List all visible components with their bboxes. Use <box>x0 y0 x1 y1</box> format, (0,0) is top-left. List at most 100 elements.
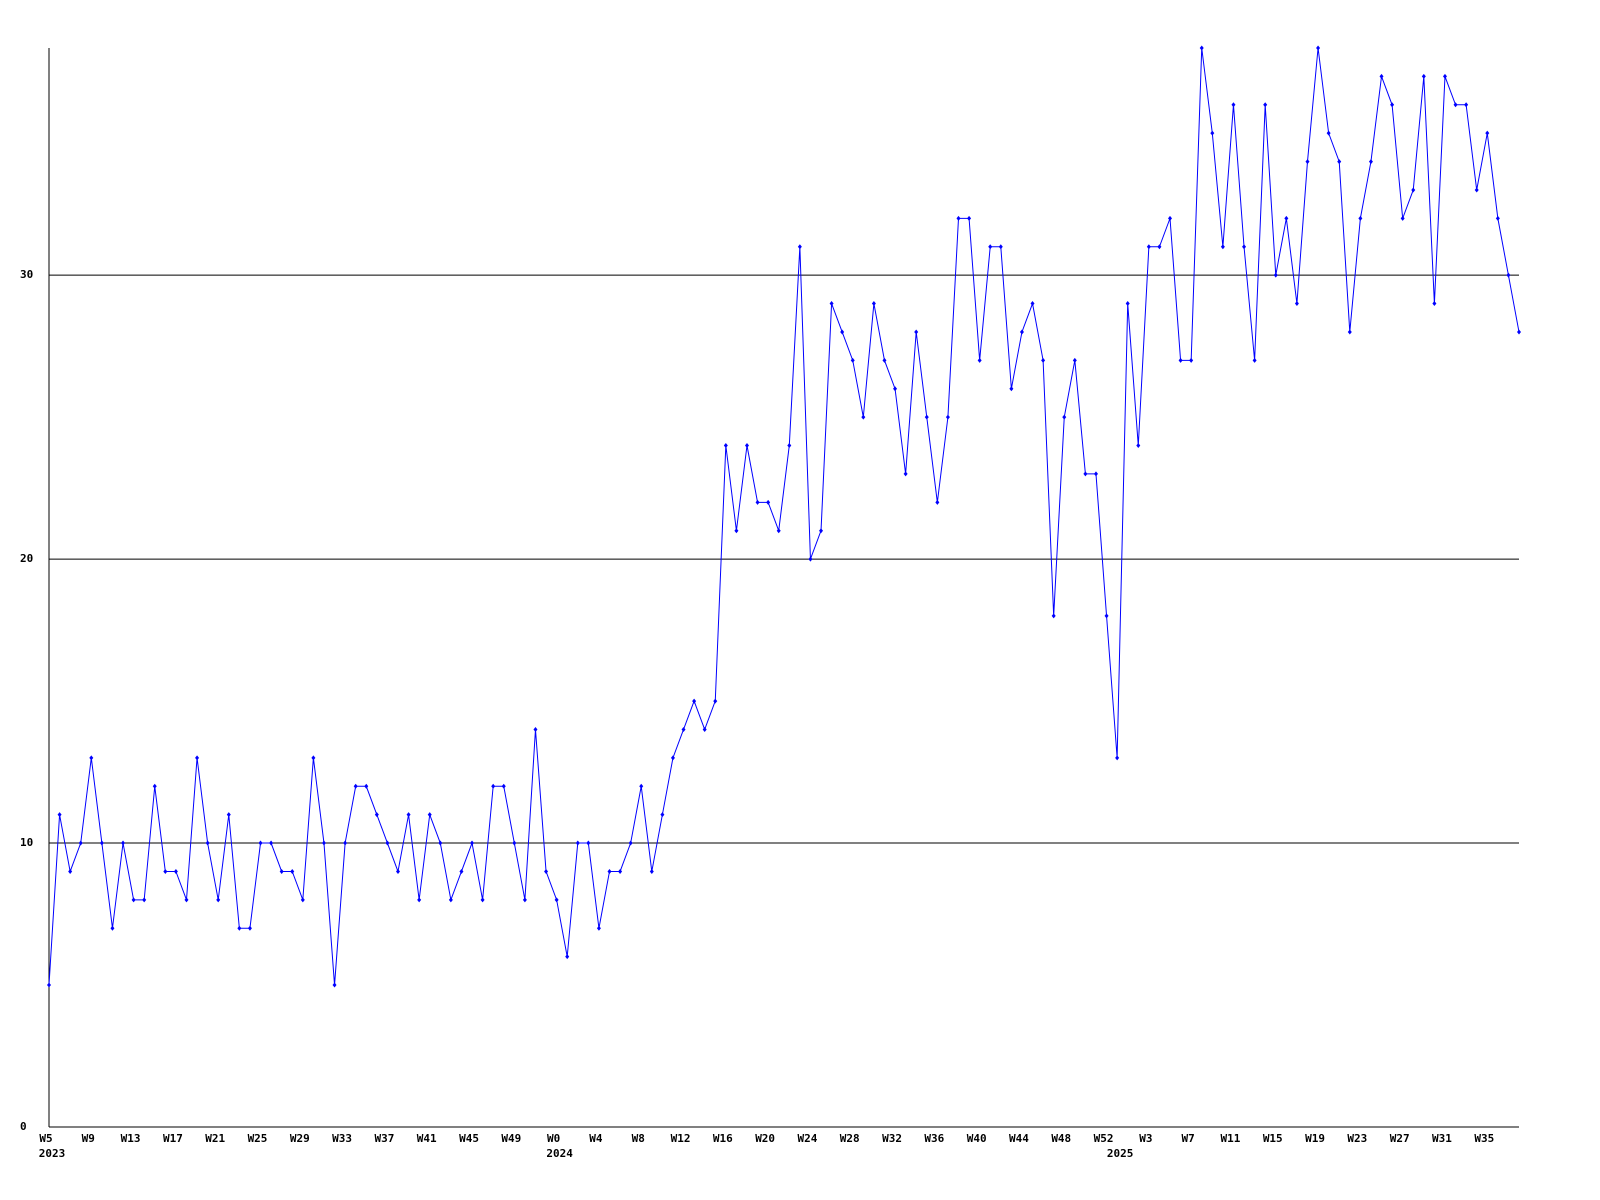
data-point <box>47 982 51 988</box>
data-point <box>871 301 876 307</box>
y-tick-label: 10 <box>20 836 33 849</box>
data-point <box>364 783 369 789</box>
x-tick-label: W27 <box>1390 1132 1410 1145</box>
data-point <box>480 897 485 903</box>
data-point <box>311 755 316 761</box>
data-point <box>258 840 263 846</box>
data-point <box>1072 357 1077 363</box>
x-tick-label: W15 <box>1263 1132 1283 1145</box>
data-point <box>1326 130 1331 136</box>
data-point <box>924 414 929 420</box>
data-point <box>1379 73 1384 79</box>
x-tick-label: W45 <box>459 1132 479 1145</box>
data-point <box>121 840 126 846</box>
data-point <box>1019 329 1024 335</box>
data-point <box>1030 301 1035 307</box>
data-point <box>1337 159 1342 165</box>
data-point <box>1062 414 1067 420</box>
data-point <box>554 897 559 903</box>
data-point <box>1464 102 1469 108</box>
x-tick-label: W35 <box>1474 1132 1494 1145</box>
x-tick-label: W3 <box>1139 1132 1152 1145</box>
data-point <box>1284 215 1289 221</box>
data-point <box>808 556 813 562</box>
data-point <box>797 244 802 250</box>
x-tick-label: W0 <box>547 1132 560 1145</box>
data-point <box>1506 272 1511 278</box>
data-point <box>639 783 644 789</box>
data-point <box>1189 357 1194 363</box>
data-point <box>850 357 855 363</box>
data-point <box>681 726 686 732</box>
data-point <box>99 840 104 846</box>
data-point <box>395 868 400 874</box>
data-point <box>512 840 517 846</box>
data-point <box>1242 244 1247 250</box>
data-point <box>353 783 358 789</box>
data-point <box>596 925 601 931</box>
data-point <box>1136 443 1141 449</box>
data-point <box>163 868 168 874</box>
x-tick-label: W21 <box>205 1132 225 1145</box>
x-tick-label: W40 <box>967 1132 987 1145</box>
data-point <box>1316 45 1321 51</box>
x-tick-label: W48 <box>1051 1132 1071 1145</box>
x-year-label: 2024 <box>546 1147 573 1160</box>
data-point <box>618 868 623 874</box>
data-point <box>195 755 200 761</box>
data-point <box>1252 357 1257 363</box>
data-point <box>755 499 760 505</box>
data-point <box>1390 102 1395 108</box>
data-point <box>279 868 284 874</box>
data-point <box>1104 613 1109 619</box>
x-tick-label: W23 <box>1347 1132 1367 1145</box>
data-point <box>1305 159 1310 165</box>
data-point <box>1294 301 1299 307</box>
data-point <box>1093 471 1098 477</box>
data-point <box>649 868 654 874</box>
data-point <box>321 840 326 846</box>
data-point <box>247 925 252 931</box>
data-point <box>1432 301 1437 307</box>
data-point <box>1273 272 1278 278</box>
data-point <box>956 215 961 221</box>
data-point <box>448 897 453 903</box>
data-point <box>988 244 993 250</box>
x-tick-label: W33 <box>332 1132 352 1145</box>
x-tick-label: W49 <box>501 1132 521 1145</box>
x-tick-label: W44 <box>1009 1132 1029 1145</box>
x-tick-label: W52 <box>1094 1132 1114 1145</box>
data-point <box>1178 357 1183 363</box>
data-point <box>776 528 781 534</box>
data-point <box>628 840 633 846</box>
x-tick-label: W17 <box>163 1132 183 1145</box>
data-point <box>766 499 771 505</box>
x-tick-label: W5 <box>39 1132 52 1145</box>
data-point <box>967 215 972 221</box>
x-tick-label: W19 <box>1305 1132 1325 1145</box>
data-point <box>1115 755 1120 761</box>
x-tick-label: W36 <box>924 1132 944 1145</box>
x-year-label: 2025 <box>1107 1147 1134 1160</box>
data-point <box>1474 187 1479 193</box>
data-point <box>491 783 496 789</box>
x-tick-label: W28 <box>840 1132 860 1145</box>
x-tick-label: W8 <box>632 1132 645 1145</box>
data-point <box>522 897 527 903</box>
data-point <box>692 698 697 704</box>
data-point <box>945 414 950 420</box>
data-point <box>1009 386 1014 392</box>
data-point <box>332 982 337 988</box>
data-point <box>544 868 549 874</box>
data-point <box>861 414 866 420</box>
data-point <box>142 897 147 903</box>
data-point <box>459 868 464 874</box>
data-point <box>819 528 824 534</box>
data-point <box>1347 329 1352 335</box>
data-point <box>744 443 749 449</box>
data-point <box>914 329 919 335</box>
data-point <box>1495 215 1500 221</box>
data-point <box>607 868 612 874</box>
y-tick-label: 0 <box>20 1120 27 1133</box>
